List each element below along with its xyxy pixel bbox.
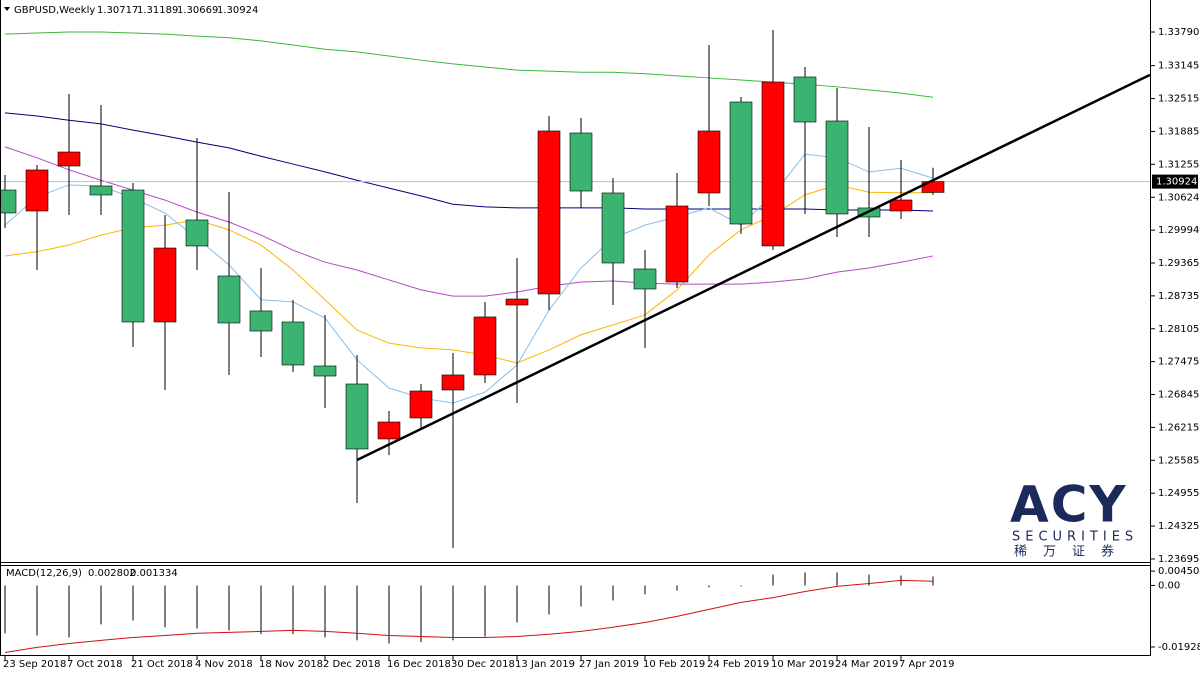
open: 1.30717 bbox=[97, 5, 138, 16]
x-tick-label: 24 Feb 2019 bbox=[707, 659, 769, 670]
y-tick-label: 1.24955 bbox=[1158, 488, 1199, 499]
x-tick-label: 10 Mar 2019 bbox=[771, 659, 834, 670]
candle-body bbox=[185, 219, 209, 247]
y-tick-label: 1.29994 bbox=[1158, 225, 1199, 236]
y-tick-label: 1.31255 bbox=[1158, 159, 1199, 170]
logo-subtitle: SECURITIES bbox=[1012, 530, 1138, 545]
y-tick-label: 1.26215 bbox=[1158, 422, 1199, 433]
y-tick-label: 0.004506 bbox=[1158, 566, 1200, 577]
y-tick-label: 1.29365 bbox=[1158, 258, 1199, 269]
candle-body bbox=[249, 310, 273, 332]
candle-body bbox=[729, 101, 753, 225]
x-tick-label: 7 Oct 2018 bbox=[67, 659, 122, 670]
candle-body bbox=[505, 298, 529, 306]
candle-body bbox=[825, 120, 849, 215]
y-tick-label: 1.24325 bbox=[1158, 521, 1199, 532]
macd-header: MACD(12,26,9) 0.002802 0.001334 bbox=[6, 568, 178, 579]
y-tick-label: 1.26845 bbox=[1158, 390, 1199, 401]
y-tick-label: 1.32515 bbox=[1158, 94, 1199, 105]
close: 1.30924 bbox=[217, 5, 258, 16]
candle-body bbox=[313, 365, 337, 377]
y-tick-label: 1.27475 bbox=[1158, 357, 1199, 368]
y-tick-label: 1.25585 bbox=[1158, 455, 1199, 466]
macd-value: 0.002802 bbox=[88, 568, 136, 579]
candle-body bbox=[889, 199, 913, 212]
trendline bbox=[356, 73, 1150, 462]
x-tick-label: 23 Sep 2018 bbox=[3, 659, 66, 670]
candle-body bbox=[441, 374, 465, 391]
price-plot bbox=[0, 30, 1150, 548]
x-tick-label: 21 Oct 2018 bbox=[131, 659, 193, 670]
candle-body bbox=[25, 169, 49, 212]
x-tick-label: 4 Nov 2018 bbox=[195, 659, 253, 670]
candle-body bbox=[473, 316, 497, 376]
candle-body bbox=[217, 275, 241, 324]
candle-body bbox=[761, 81, 785, 247]
x-tick-label: 16 Dec 2018 bbox=[387, 659, 451, 670]
x-tick-label: 7 Apr 2019 bbox=[899, 659, 954, 670]
candle-body bbox=[345, 383, 369, 450]
x-tick-label: 13 Jan 2019 bbox=[515, 659, 575, 670]
x-tick-label: 27 Jan 2019 bbox=[579, 659, 639, 670]
price-label-box bbox=[1152, 174, 1198, 189]
candle-body bbox=[793, 76, 817, 123]
candle-body bbox=[697, 130, 721, 194]
logo-chinese: 稀万证券 bbox=[1014, 544, 1130, 560]
y-tick-label: 1.23695 bbox=[1158, 554, 1199, 565]
candle-body bbox=[0, 189, 17, 214]
symbol: GBPUSD,Weekly bbox=[14, 5, 95, 16]
y-tick-label: 1.31885 bbox=[1158, 126, 1199, 137]
y-tick-label: 1.28105 bbox=[1158, 324, 1199, 335]
candle-body bbox=[665, 205, 689, 283]
y-tick-label: 1.33790 bbox=[1158, 27, 1199, 38]
candle-body bbox=[281, 321, 305, 366]
y-tick-label: 1.30624 bbox=[1158, 192, 1199, 203]
candle-body bbox=[377, 421, 401, 440]
candle-body bbox=[89, 185, 113, 196]
x-tick-label: 24 Mar 2019 bbox=[835, 659, 898, 670]
price-label: 1.30924 bbox=[1156, 177, 1197, 188]
y-tick-label: 1.33145 bbox=[1158, 61, 1199, 72]
candle-body bbox=[569, 132, 593, 192]
signal-line bbox=[4, 579, 934, 653]
signal-value: 0.001334 bbox=[130, 568, 178, 579]
x-tick-label: 18 Nov 2018 bbox=[259, 659, 323, 670]
macd-title: MACD(12,26,9) bbox=[6, 568, 82, 579]
y-tick-label: 0.00 bbox=[1158, 580, 1180, 591]
moving-average bbox=[4, 146, 934, 297]
logo-brand: ACY bbox=[1010, 476, 1128, 534]
menu-arrow bbox=[4, 7, 10, 11]
x-tick-label: 30 Dec 2018 bbox=[451, 659, 515, 670]
candle-body bbox=[633, 268, 657, 290]
macd-plot bbox=[4, 572, 934, 653]
candle-body bbox=[153, 247, 177, 323]
header: GBPUSD,Weekly 1.30717 1.31189 1.30669 1.… bbox=[4, 5, 258, 16]
candle-body bbox=[121, 189, 145, 323]
y-tick-label: 1.28735 bbox=[1158, 291, 1199, 302]
candle-body bbox=[57, 151, 81, 167]
candle-body bbox=[537, 130, 561, 295]
high: 1.31189 bbox=[137, 5, 178, 16]
x-tick-label: 10 Feb 2019 bbox=[643, 659, 705, 670]
logo: ACY SECURITIES 稀万证券 bbox=[1010, 476, 1138, 560]
candle-body bbox=[601, 192, 625, 264]
candle-body bbox=[409, 390, 433, 419]
low: 1.30669 bbox=[177, 5, 218, 16]
x-tick-label: 2 Dec 2018 bbox=[323, 659, 381, 670]
